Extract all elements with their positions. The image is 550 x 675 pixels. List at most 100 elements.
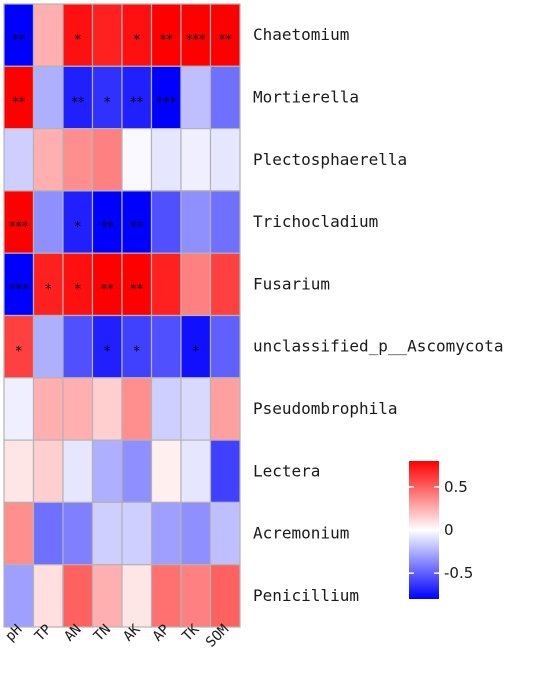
heatmap-cell: [62, 314, 94, 379]
row-label: Mortierella: [253, 87, 359, 106]
legend-tick-label: -0.5: [444, 564, 473, 582]
heatmap-cell: [209, 3, 241, 67]
significance-marker: *: [134, 33, 141, 48]
heatmap-cell: [62, 3, 94, 67]
heatmap-cell: [3, 252, 35, 317]
heatmap-cell: [180, 377, 212, 441]
significance-marker: *: [45, 282, 52, 297]
significance-marker: ***: [9, 220, 29, 235]
heatmap-cell: [62, 65, 94, 130]
heatmap-cell: [180, 190, 212, 254]
heatmap-cell: [3, 439, 35, 504]
row-label: Pseudombrophila: [253, 399, 398, 418]
heatmap-cell: [91, 252, 123, 317]
heatmap-cell: [32, 439, 64, 504]
heatmap-cell: [121, 377, 153, 441]
heatmap-cell: [91, 128, 123, 192]
legend-tick-label: 0: [444, 521, 454, 539]
heatmap-cell: [209, 377, 241, 441]
heatmap-cell: [121, 65, 153, 130]
significance-marker: ***: [157, 95, 177, 110]
significance-marker: *: [104, 95, 111, 110]
row-label: Trichocladium: [253, 212, 378, 231]
heatmap-cell: [32, 65, 64, 130]
heatmap-cell: [3, 128, 35, 192]
heatmap-cell: [180, 564, 212, 628]
heatmap-cell: [32, 501, 64, 566]
heatmap-cell: [121, 128, 153, 192]
heatmap-cell: [62, 564, 94, 628]
heatmap-cell: [121, 314, 153, 379]
row-label: Penicillium: [253, 586, 359, 605]
heatmap-cell: [3, 190, 35, 254]
row-label: unclassified_p__Ascomycota: [253, 337, 503, 356]
row-label: Lectera: [253, 461, 320, 480]
significance-marker: *: [193, 345, 200, 360]
row-label: Acremonium: [253, 524, 349, 543]
significance-markers: ** * * ** *** **** ** * ** ****** * ** ***** * * ** *** *…: [9, 33, 233, 360]
heatmap-cell: [3, 314, 35, 379]
heatmap-cell: [121, 439, 153, 504]
heatmap-cell: [3, 501, 35, 566]
heatmap-cell: [32, 190, 64, 254]
heatmap-cell: [150, 377, 182, 441]
significance-marker: **: [160, 33, 174, 48]
heatmap-cell: [209, 439, 241, 504]
heatmap-cell: [91, 439, 123, 504]
heatmap-cell: [209, 314, 241, 379]
significance-marker: **: [71, 95, 85, 110]
significance-marker: *: [75, 220, 82, 235]
significance-marker: **: [130, 95, 144, 110]
heatmap-cell: [62, 128, 94, 192]
heatmap-cell: [32, 314, 64, 379]
heatmap-cell: [121, 501, 153, 566]
heatmap-cell: [32, 128, 64, 192]
significance-marker: *: [75, 282, 82, 297]
significance-marker: **: [219, 33, 233, 48]
significance-marker: **: [12, 95, 26, 110]
heatmap-cell: [91, 377, 123, 441]
legend-tick-label: 0.5: [444, 478, 468, 496]
heatmap-cell: [32, 564, 64, 628]
heatmap-cell: [209, 501, 241, 566]
row-label: Fusarium: [253, 274, 330, 293]
significance-marker: *: [16, 345, 23, 360]
heatmap-cell: [121, 252, 153, 317]
heatmap-cell: [91, 3, 123, 67]
heatmap-cell: [150, 128, 182, 192]
heatmap-cell: [62, 439, 94, 504]
heatmap-cell: [62, 501, 94, 566]
heatmap-cells: [3, 3, 241, 628]
row-label: Plectosphaerella: [253, 150, 407, 169]
significance-marker: *: [104, 345, 111, 360]
heatmap-cell: [150, 314, 182, 379]
heatmap-cell: [180, 501, 212, 566]
heatmap-cell: [209, 65, 241, 130]
heatmap-cell: [209, 252, 241, 317]
significance-marker: *: [134, 345, 141, 360]
heatmap-cell: [62, 377, 94, 441]
significance-marker: **: [12, 33, 26, 48]
significance-marker: *: [75, 33, 82, 48]
heatmap-cell: [91, 314, 123, 379]
heatmap-cell: [91, 190, 123, 254]
heatmap-cell: [32, 3, 64, 67]
heatmap-cell: [150, 190, 182, 254]
heatmap-cell: [180, 65, 212, 130]
heatmap-cell: [32, 252, 64, 317]
heatmap-cell: [150, 439, 182, 504]
heatmap-cell: [91, 501, 123, 566]
significance-marker: ***: [186, 33, 206, 48]
color-legend: 0.5 0 -0.5: [409, 461, 473, 599]
heatmap-cell: [180, 252, 212, 317]
heatmap-cell: [150, 501, 182, 566]
heatmap-cell: [121, 564, 153, 628]
significance-marker: ***: [9, 282, 29, 297]
heatmap-cell: [209, 128, 241, 192]
significance-marker: **: [130, 220, 144, 235]
heatmap-cell: [209, 190, 241, 254]
heatmap-cell: [32, 377, 64, 441]
significance-marker: **: [101, 282, 115, 297]
heatmap-cell: [180, 128, 212, 192]
